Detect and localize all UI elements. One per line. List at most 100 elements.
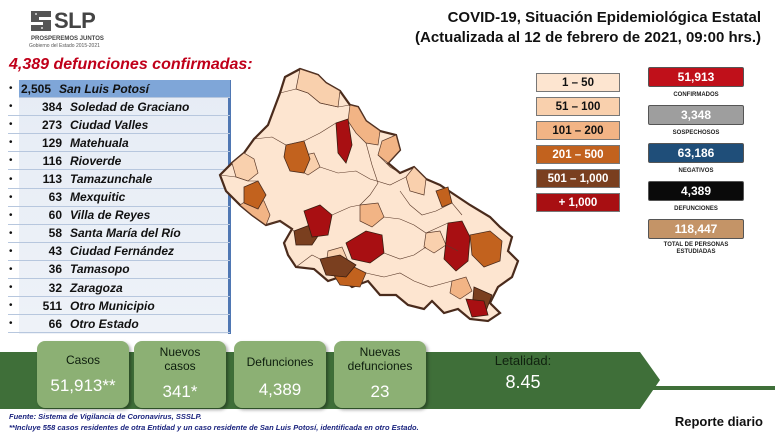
nuevos-casos-value: 341* (162, 382, 198, 401)
stat-value: 4,389 (648, 181, 744, 201)
stat-value: 118,447 (648, 219, 744, 239)
municipality-row: • 129 Matehuala (8, 134, 230, 153)
municipality-name: Soledad de Graciano (70, 99, 190, 114)
map-region (243, 180, 267, 210)
stat-value: 51,913 (648, 67, 744, 87)
municipality-count: 43 (48, 244, 62, 259)
stat-label: CONFIRMADOS (673, 92, 719, 98)
card-nuevas-defunciones: Nuevas defunciones 23 (334, 341, 426, 408)
municipality-name: Mexquitic (70, 190, 126, 205)
list-bullet: • (9, 137, 13, 149)
municipality-row: • 116 Rioverde (8, 152, 230, 171)
logo-slogan: PROSPEREMOS JUNTOS (31, 36, 104, 42)
map-region (469, 230, 503, 268)
map-region (335, 118, 353, 164)
municipality-count: 116 (42, 153, 62, 168)
list-bullet: • (9, 173, 13, 185)
map-region (319, 254, 357, 278)
casos-label: Casos (65, 353, 100, 367)
municipality-name: Villa de Reyes (70, 208, 151, 223)
municipality-row: • 43 Ciudad Fernández (8, 243, 230, 261)
municipality-row: • 273 Ciudad Valles (8, 116, 230, 135)
map-region (359, 202, 385, 228)
legend-item: 51 – 100 (536, 97, 620, 116)
letalidad: Letalidad: 8.45 (468, 353, 578, 393)
legend-item: 1 – 50 (536, 73, 620, 92)
legend-item: + 1,000 (536, 193, 620, 212)
logo-government: Gobierno del Estado 2015-2021 (29, 43, 100, 49)
municipality-list-background (19, 80, 231, 334)
municipality-count: 113 (42, 172, 62, 187)
municipality-count: 36 (48, 262, 62, 277)
stat-label: SOSPECHOSOS (672, 130, 720, 136)
nuevos-casos-label-1: Nuevos (159, 345, 201, 359)
municipality-count: 511 (42, 298, 62, 313)
municipality-name: Santa María del Río (70, 226, 181, 241)
list-bullet: • (9, 155, 13, 167)
municipality-count: 32 (48, 280, 62, 295)
defunciones-label: Defunciones (246, 355, 314, 369)
municipality-count: 384 (41, 99, 62, 114)
page-title: COVID-19, Situación Epidemiológica Estat… (447, 9, 761, 26)
defunciones-value: 4,389 (258, 380, 302, 399)
municipality-name: Rioverde (70, 153, 122, 168)
list-bullet: • (9, 245, 13, 257)
municipality-count: 63 (48, 190, 62, 205)
stat-label: TOTAL DE PERSONAS ESTUDIADAS (663, 242, 729, 255)
list-bullet: • (9, 119, 13, 131)
logo-text: SLP (54, 8, 96, 33)
map-region (465, 298, 489, 318)
nuevas-defunciones-value: 23 (370, 382, 390, 401)
municipality-name: San Luis Potosí (59, 81, 150, 96)
list-bullet: • (9, 209, 13, 221)
page-subtitle: (Actualizada al 12 de febrero de 2021, 0… (415, 29, 761, 46)
footnote-note: **Incluye 558 casos residentes de otra E… (9, 423, 419, 432)
legend-item: 201 – 500 (536, 145, 620, 164)
stat-value: 3,348 (648, 105, 744, 125)
letalidad-label: Letalidad: (494, 353, 552, 368)
municipality-row: • 66 Otro Estado (8, 315, 230, 334)
list-bullet: • (9, 191, 13, 203)
deaths-heading: 4,389 defunciones confirmadas: (9, 56, 253, 73)
municipality-name: Tamasopo (70, 262, 130, 277)
list-bullet: • (9, 282, 13, 294)
card-nuevos-casos: Nuevos casos 341* (134, 341, 226, 408)
map-region (377, 134, 401, 164)
letalidad-value: 8.45 (505, 372, 541, 392)
municipality-count: 273 (41, 117, 62, 132)
report-label: Reporte diario (674, 414, 763, 429)
stat-value: 63,186 (648, 143, 744, 163)
card-defunciones: Defunciones 4,389 (234, 341, 326, 408)
municipality-row: • 60 Villa de Reyes (8, 207, 230, 225)
list-bullet: • (9, 227, 13, 239)
legend-item: 101 – 200 (536, 121, 620, 140)
map-region (303, 204, 333, 238)
municipality-row: • 63 Mexquitic (8, 189, 230, 207)
municipality-name: Matehuala (70, 135, 129, 150)
municipality-row: • 32 Zaragoza (8, 279, 230, 298)
nuevos-casos-label-2: casos (164, 359, 196, 373)
municipality-list: • 2,505 San Luis Potosí • 384 Soledad de Grac… (8, 80, 230, 334)
municipality-name: Ciudad Valles (70, 117, 149, 132)
footnote-source: Fuente: Sistema de Vigilancia de Coronav… (9, 412, 202, 421)
municipality-count: 60 (48, 208, 62, 223)
municipality-row: • 36 Tamasopo (8, 261, 230, 280)
municipality-name: Zaragoza (70, 280, 123, 295)
map-region (423, 230, 447, 254)
casos-value: 51,913** (50, 376, 116, 395)
municipality-count: 2,505 (20, 81, 51, 96)
municipality-row: • 511 Otro Municipio (8, 297, 230, 316)
list-bullet: • (9, 263, 13, 275)
nuevas-defunciones-label-2: defunciones (347, 359, 413, 373)
municipality-count: 129 (41, 135, 62, 150)
slp-logo: SLP PROSPEREMOS JUNTOS Gobierno del Esta… (27, 6, 107, 50)
nuevas-defunciones-label-1: Nuevas (359, 345, 401, 359)
municipality-count: 58 (48, 226, 62, 241)
municipality-row: • 2,505 San Luis Potosí (9, 80, 230, 99)
municipality-name: Ciudad Fernández (70, 244, 175, 259)
list-bullet: • (9, 83, 13, 95)
list-bullet: • (9, 101, 13, 113)
municipality-row: • 384 Soledad de Graciano (8, 98, 230, 117)
municipality-row: • 58 Santa María del Río (8, 225, 230, 243)
state-map (218, 67, 520, 323)
